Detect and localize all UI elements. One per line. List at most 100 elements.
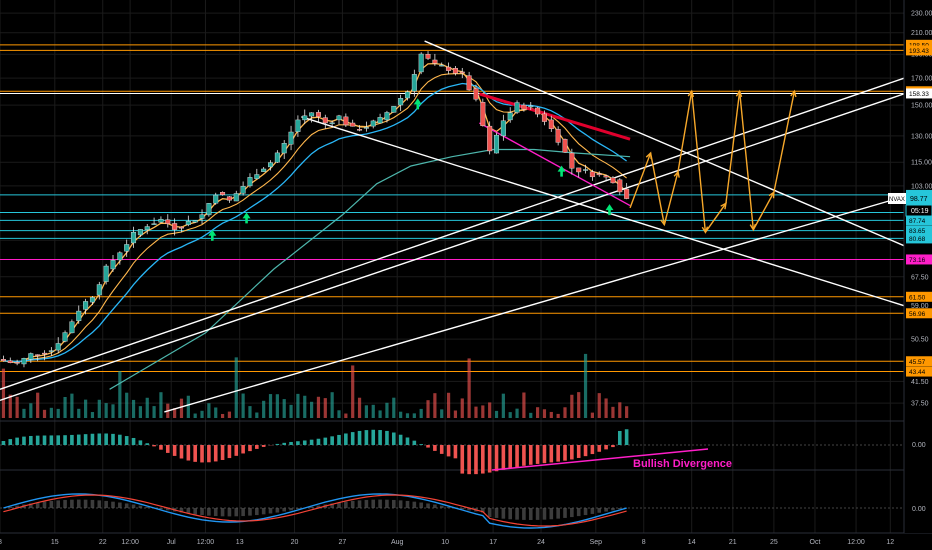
candle-body — [350, 122, 356, 127]
candle-body — [96, 284, 102, 296]
osc2-histogram-bar — [344, 501, 348, 508]
osc2-histogram-bar — [241, 508, 245, 517]
time-tick-label: 27 — [339, 539, 347, 546]
candle-body — [240, 186, 246, 194]
osc2-histogram-bar — [35, 502, 40, 508]
time-axis-labels: 8 15 22 12:00 Jul 12:00 13 20 27 Aug 10 17 24 Sep 8 14 2… — [0, 539, 894, 546]
volume-bar — [536, 407, 540, 418]
osc2-histogram-bar — [131, 504, 136, 508]
osc1-bar — [433, 445, 437, 451]
osc2-histogram-bar — [617, 508, 622, 510]
volume-bar — [248, 406, 252, 418]
osc1-bar — [104, 433, 108, 445]
osc1-bar — [42, 435, 47, 445]
volume-bar — [70, 393, 74, 418]
osc2-histogram-bar — [138, 505, 143, 508]
candle-body — [617, 179, 623, 193]
volume-bar — [378, 410, 382, 418]
candle-body — [178, 227, 184, 229]
price-tick-label: 59.00 — [911, 303, 929, 310]
price-tick-label: 210.00 — [911, 30, 932, 37]
volume-bar — [481, 405, 485, 418]
osc1-bar — [570, 445, 574, 460]
volume-bar — [8, 394, 12, 418]
price-level-tag — [906, 233, 932, 244]
candle-body — [103, 265, 109, 282]
osc2-histogram-bar — [501, 508, 506, 519]
volume-bar — [426, 400, 430, 418]
osc2-histogram-bar — [556, 508, 560, 519]
candle-body — [377, 117, 383, 124]
osc2-histogram-bar — [412, 501, 417, 508]
time-tick-label: 12 — [886, 539, 894, 546]
price-level-tag — [906, 308, 932, 319]
osc1-bar — [316, 438, 321, 445]
osc2-histogram-bar — [124, 503, 129, 508]
volume-bar — [15, 396, 19, 418]
candle-body — [528, 105, 534, 108]
candle-body — [158, 218, 164, 223]
signal-arrows — [208, 98, 614, 241]
osc2-histogram-bar — [8, 506, 13, 508]
volume-bar — [200, 410, 204, 418]
green-up-arrow — [208, 229, 217, 241]
osc1-bar — [241, 445, 245, 454]
osc1-bar — [49, 435, 54, 445]
osc1-bar — [535, 445, 540, 464]
volume-bar — [125, 392, 129, 418]
volume-bar — [508, 412, 512, 418]
osc1-bar — [611, 445, 615, 448]
osc1-bar — [583, 445, 588, 457]
volume-bar — [501, 393, 505, 418]
osc2-histogram-bar — [535, 508, 540, 520]
osc2-histogram-bar — [597, 508, 602, 513]
osc2-histogram-bar — [515, 508, 519, 520]
time-tick-label: 13 — [236, 539, 244, 546]
candle-body — [411, 74, 417, 92]
candle-body — [418, 53, 424, 73]
osc2-histogram-bar — [563, 508, 567, 518]
osc1-bar — [426, 445, 430, 448]
volume-bar — [268, 394, 273, 418]
osc1-bar — [617, 430, 622, 445]
osc2-histogram-bar — [42, 501, 47, 508]
price-level-tag — [906, 356, 932, 367]
osc2-histogram-bar — [570, 508, 574, 518]
candle-body — [28, 353, 34, 360]
osc1-bar — [576, 445, 581, 458]
volume-bar — [193, 413, 197, 418]
volume-bar — [604, 398, 608, 418]
osc1-bar — [97, 433, 102, 445]
volume-bar — [22, 408, 26, 418]
volume-bar — [220, 413, 225, 418]
candle-body — [274, 152, 280, 163]
osc1-bar — [604, 445, 608, 450]
projection-segment — [725, 91, 741, 204]
osc1-bar — [8, 439, 13, 445]
candle-body — [370, 120, 376, 127]
projection-segment — [677, 91, 693, 172]
volume-bar — [36, 392, 40, 418]
osc1-bar — [481, 445, 485, 474]
volume-bar — [597, 393, 601, 418]
osc1-bar — [56, 435, 61, 445]
volume-bar — [207, 403, 211, 418]
ema-mid-line — [3, 73, 627, 363]
volume-bar — [351, 365, 355, 418]
volume-bar — [529, 412, 533, 418]
volume-bar — [399, 411, 403, 418]
osc1-bar — [35, 435, 40, 445]
osc2-histogram-bar — [405, 500, 410, 508]
volume-bar — [330, 392, 334, 418]
time-tick-label: Jul — [167, 539, 176, 546]
volume-bar — [111, 404, 115, 418]
osc1-bar — [261, 445, 266, 447]
osc2-histogram-bar — [234, 508, 239, 517]
osc1-bar — [302, 440, 307, 445]
osc1-bar — [357, 430, 362, 445]
volume-bar — [467, 358, 471, 418]
candle-body — [137, 229, 143, 236]
candle-body — [473, 88, 479, 100]
osc1-bar — [371, 429, 376, 445]
